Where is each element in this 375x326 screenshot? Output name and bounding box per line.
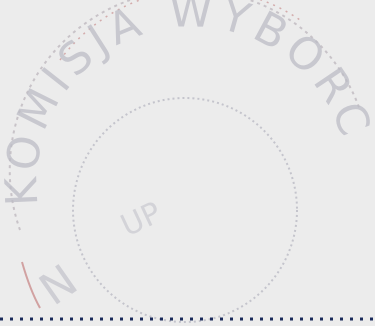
- seal-bottom-accent: [21, 261, 41, 309]
- seal-outer-ring-accent: [59, 0, 301, 61]
- seal-outer-ring: [8, 0, 361, 231]
- seal-arc-text: KOMISJA WYBORC: [0, 0, 375, 207]
- seal-inner-ring: [72, 97, 298, 323]
- seal-center-text: UP: [116, 195, 167, 244]
